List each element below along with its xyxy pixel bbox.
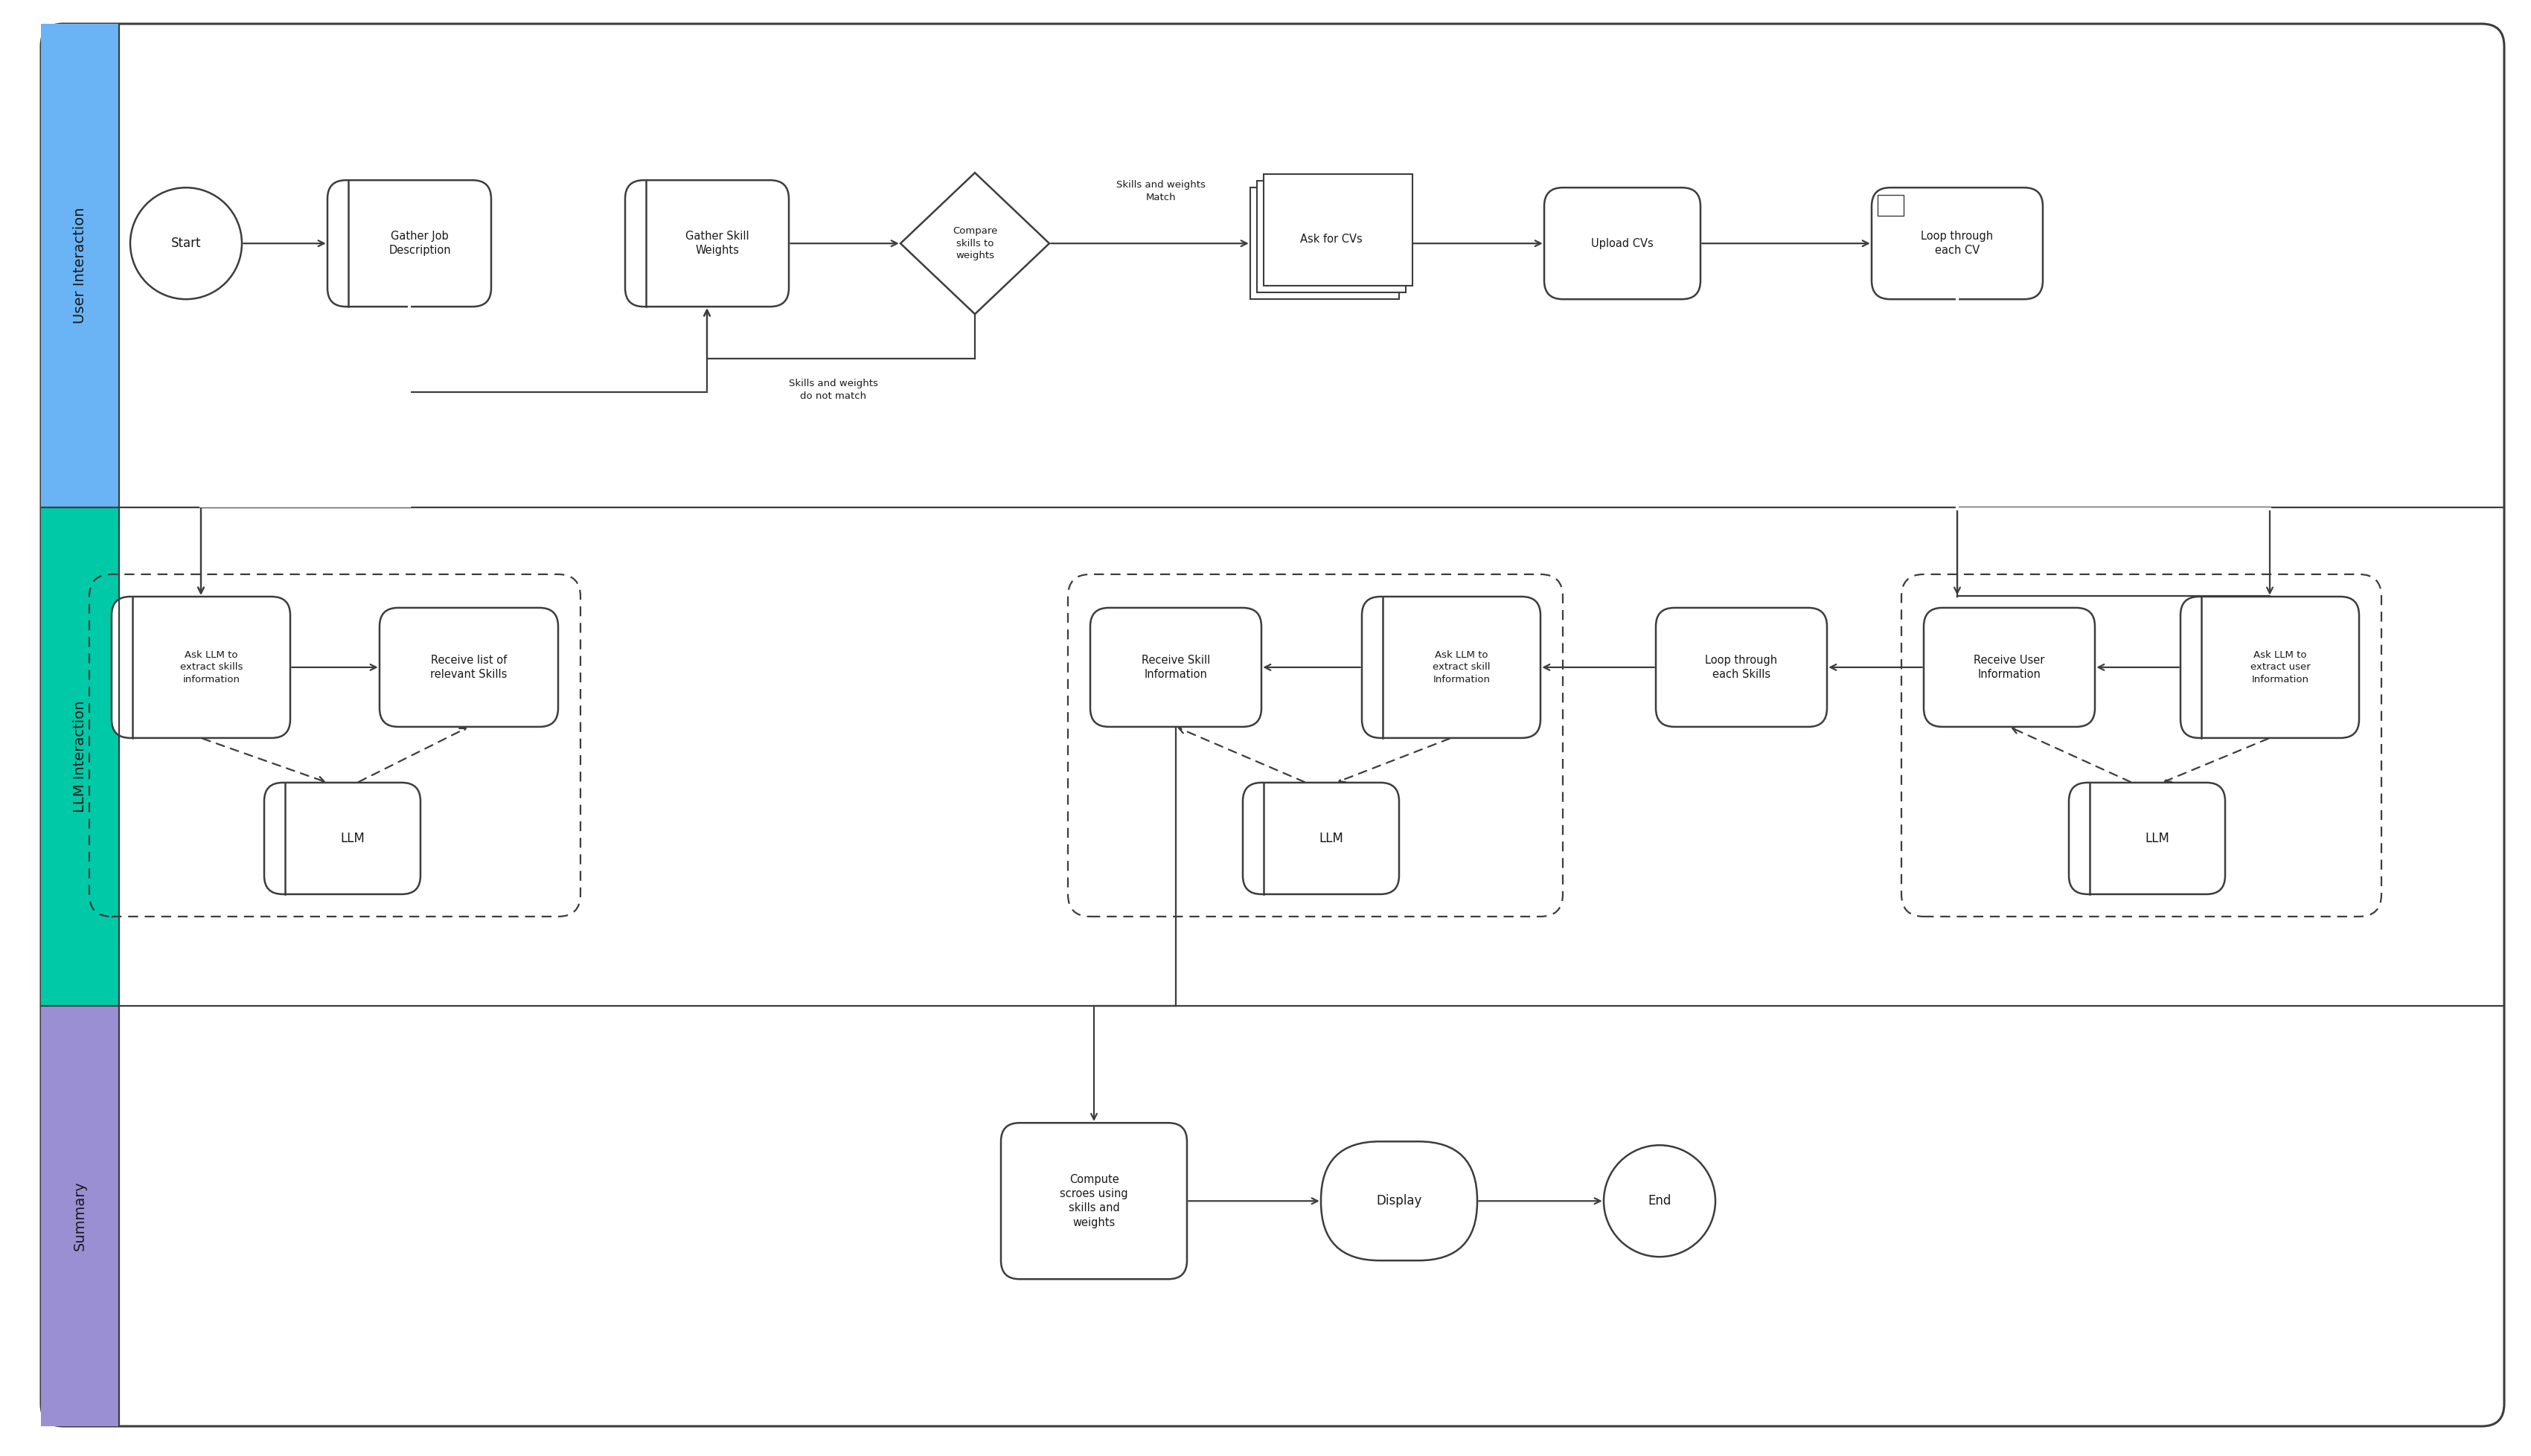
Bar — [40, 23, 119, 508]
Text: Compare
skills to
weights: Compare skills to weights — [952, 226, 997, 261]
Text: Receive User
Information: Receive User Information — [1974, 655, 2045, 680]
Text: Skills and weights
Match: Skills and weights Match — [1116, 181, 1205, 202]
FancyBboxPatch shape — [1544, 188, 1701, 298]
Text: LLM: LLM — [342, 831, 364, 844]
FancyBboxPatch shape — [263, 783, 420, 894]
Text: Skills and weights
do not match: Skills and weights do not match — [790, 379, 878, 400]
Text: Start: Start — [172, 237, 200, 250]
Bar — [40, 1006, 119, 1427]
FancyBboxPatch shape — [2068, 783, 2225, 894]
FancyBboxPatch shape — [625, 181, 790, 307]
FancyBboxPatch shape — [1243, 783, 1400, 894]
Polygon shape — [901, 173, 1050, 314]
Bar — [1258, 181, 1405, 293]
FancyBboxPatch shape — [326, 181, 491, 307]
Text: Gather Skill
Weights: Gather Skill Weights — [686, 230, 749, 256]
Text: LLM Interaction: LLM Interaction — [73, 700, 86, 812]
FancyBboxPatch shape — [1655, 607, 1827, 727]
Bar — [1878, 195, 1903, 215]
Text: Ask for CVs: Ask for CVs — [1301, 233, 1362, 245]
Bar — [1263, 175, 1412, 285]
Text: Ask LLM to
extract user
Information: Ask LLM to extract user Information — [2250, 651, 2311, 684]
FancyBboxPatch shape — [1870, 188, 2043, 298]
Text: User Interaction: User Interaction — [73, 208, 86, 323]
Text: Loop through
each CV: Loop through each CV — [1921, 230, 1994, 256]
FancyBboxPatch shape — [380, 607, 559, 727]
Text: Display: Display — [1377, 1194, 1422, 1207]
Ellipse shape — [129, 188, 243, 298]
FancyBboxPatch shape — [2182, 597, 2359, 738]
Text: Ask LLM to
extract skills
information: Ask LLM to extract skills information — [180, 651, 243, 684]
Text: Ask LLM to
extract skill
Information: Ask LLM to extract skill Information — [1433, 651, 1491, 684]
Text: Loop through
each Skills: Loop through each Skills — [1706, 655, 1777, 680]
FancyBboxPatch shape — [1924, 607, 2096, 727]
Text: LLM: LLM — [2146, 831, 2169, 844]
FancyBboxPatch shape — [1362, 597, 1541, 738]
FancyBboxPatch shape — [1091, 607, 1260, 727]
Text: LLM: LLM — [1319, 831, 1344, 844]
Bar — [40, 508, 119, 1006]
Bar — [1250, 188, 1400, 298]
Text: Receive Skill
Information: Receive Skill Information — [1141, 655, 1210, 680]
FancyBboxPatch shape — [1000, 1123, 1187, 1280]
FancyBboxPatch shape — [111, 597, 291, 738]
Text: Summary: Summary — [73, 1181, 86, 1251]
FancyBboxPatch shape — [40, 23, 2503, 1427]
FancyBboxPatch shape — [1321, 1142, 1478, 1261]
Text: Gather Job
Description: Gather Job Description — [390, 230, 451, 256]
Text: Compute
scroes using
skills and
weights: Compute scroes using skills and weights — [1060, 1174, 1129, 1227]
Text: End: End — [1648, 1194, 1670, 1207]
Ellipse shape — [1605, 1146, 1716, 1257]
Text: Receive list of
relevant Skills: Receive list of relevant Skills — [430, 655, 506, 680]
Text: Upload CVs: Upload CVs — [1592, 237, 1653, 249]
